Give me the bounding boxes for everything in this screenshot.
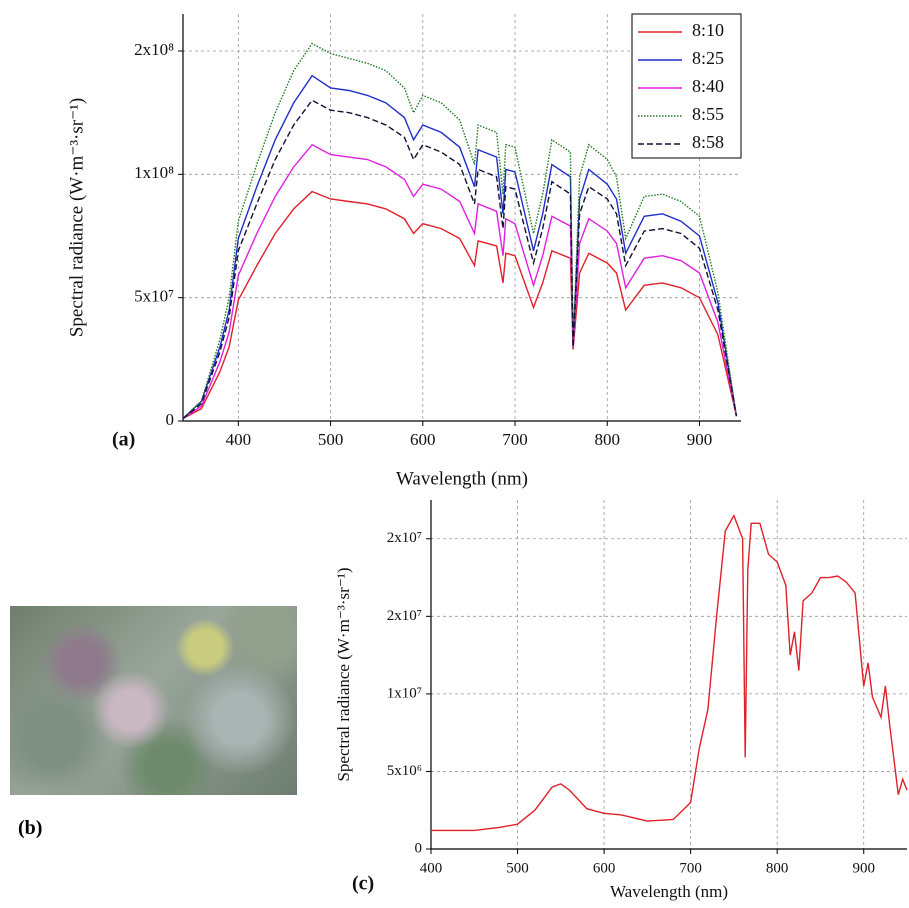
- y-axis-label: Spectral radiance (W·m⁻³·sr⁻¹): [334, 567, 353, 781]
- x-tick-label: 400: [420, 860, 443, 876]
- y-tick-label: 1x10⁸: [134, 163, 174, 182]
- legend-label: 8:55: [692, 104, 724, 124]
- y-tick-label: 0: [415, 840, 423, 856]
- series-line: [182, 190, 738, 420]
- y-tick-label: 2x10⁷: [387, 530, 422, 546]
- x-tick-label: 400: [226, 430, 252, 449]
- x-tick-label: 900: [687, 430, 713, 449]
- x-axis-label: Wavelength (nm): [396, 468, 528, 489]
- legend-label: 8:40: [692, 76, 724, 96]
- x-tick-label: 900: [852, 860, 875, 876]
- series-line: [182, 74, 738, 420]
- panel-label: (c): [352, 873, 374, 895]
- legend-label: 8:10: [692, 20, 724, 40]
- y-tick-label: 1x10⁷: [387, 685, 422, 701]
- aerial-photo: [10, 606, 297, 795]
- legend-label: 8:58: [692, 132, 724, 152]
- panel-label: (a): [112, 429, 135, 451]
- x-tick-label: 500: [318, 430, 344, 449]
- x-tick-label: 800: [766, 860, 789, 876]
- x-tick-label: 700: [679, 860, 702, 876]
- legend: [631, 13, 742, 159]
- x-tick-label: 600: [593, 860, 616, 876]
- y-tick-label: 5x10⁶: [387, 763, 422, 779]
- x-tick-label: 600: [410, 430, 436, 449]
- y-tick-label: 2x10⁸: [134, 40, 174, 59]
- x-axis-label: Wavelength (nm): [610, 882, 728, 901]
- x-tick-label: 800: [595, 430, 621, 449]
- legend-label: 8:25: [692, 48, 724, 68]
- y-tick-label: 0: [166, 410, 175, 429]
- x-tick-label: 700: [502, 430, 528, 449]
- panel-label: (b): [18, 817, 43, 839]
- y-tick-label: 5x10⁷: [134, 287, 174, 306]
- y-axis-label: Spectral radiance (W·m⁻³·sr⁻¹): [66, 98, 87, 337]
- x-tick-label: 500: [506, 860, 529, 876]
- y-tick-label: 2x10⁷: [387, 608, 422, 624]
- series-line: [182, 99, 738, 420]
- series-line: [431, 513, 908, 832]
- series-line: [182, 143, 738, 420]
